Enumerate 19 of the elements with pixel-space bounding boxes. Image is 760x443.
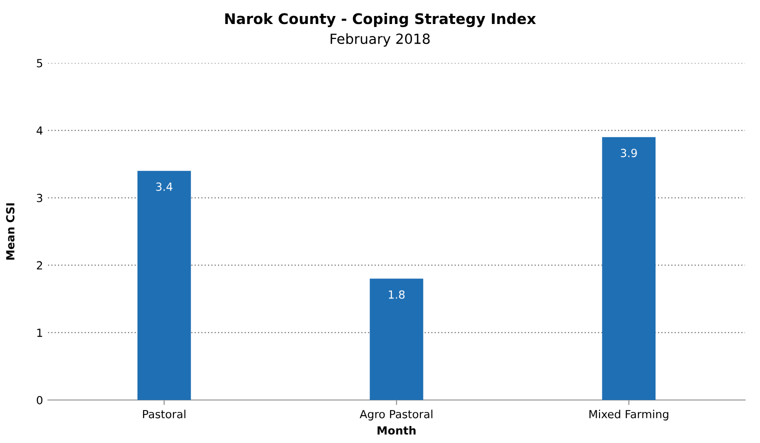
chart-subtitle: February 2018 [330, 33, 430, 47]
y-tick-label: 2 [36, 261, 42, 270]
x-axis-title: Month [378, 426, 416, 435]
x-tick-label: Mixed Farming [589, 410, 668, 420]
y-tick-label: 5 [36, 59, 42, 68]
bar [370, 278, 424, 400]
x-tick-label: Agro Pastoral [360, 410, 432, 420]
y-tick-label: 1 [37, 328, 42, 337]
chart-title: Narok County - Coping Strategy Index [225, 12, 536, 28]
x-tick-label: Pastoral [143, 410, 186, 418]
y-tick-label: 0 [36, 396, 42, 404]
bar [137, 170, 191, 400]
bar [602, 137, 656, 400]
y-tick-label: 3 [36, 194, 42, 202]
y-axis-title: Mean CSI [6, 203, 14, 260]
data-label: 3.4 [156, 182, 172, 191]
y-tick-label: 4 [36, 126, 43, 135]
data-label: 1.8 [388, 290, 405, 299]
data-label: 3.9 [620, 148, 637, 158]
